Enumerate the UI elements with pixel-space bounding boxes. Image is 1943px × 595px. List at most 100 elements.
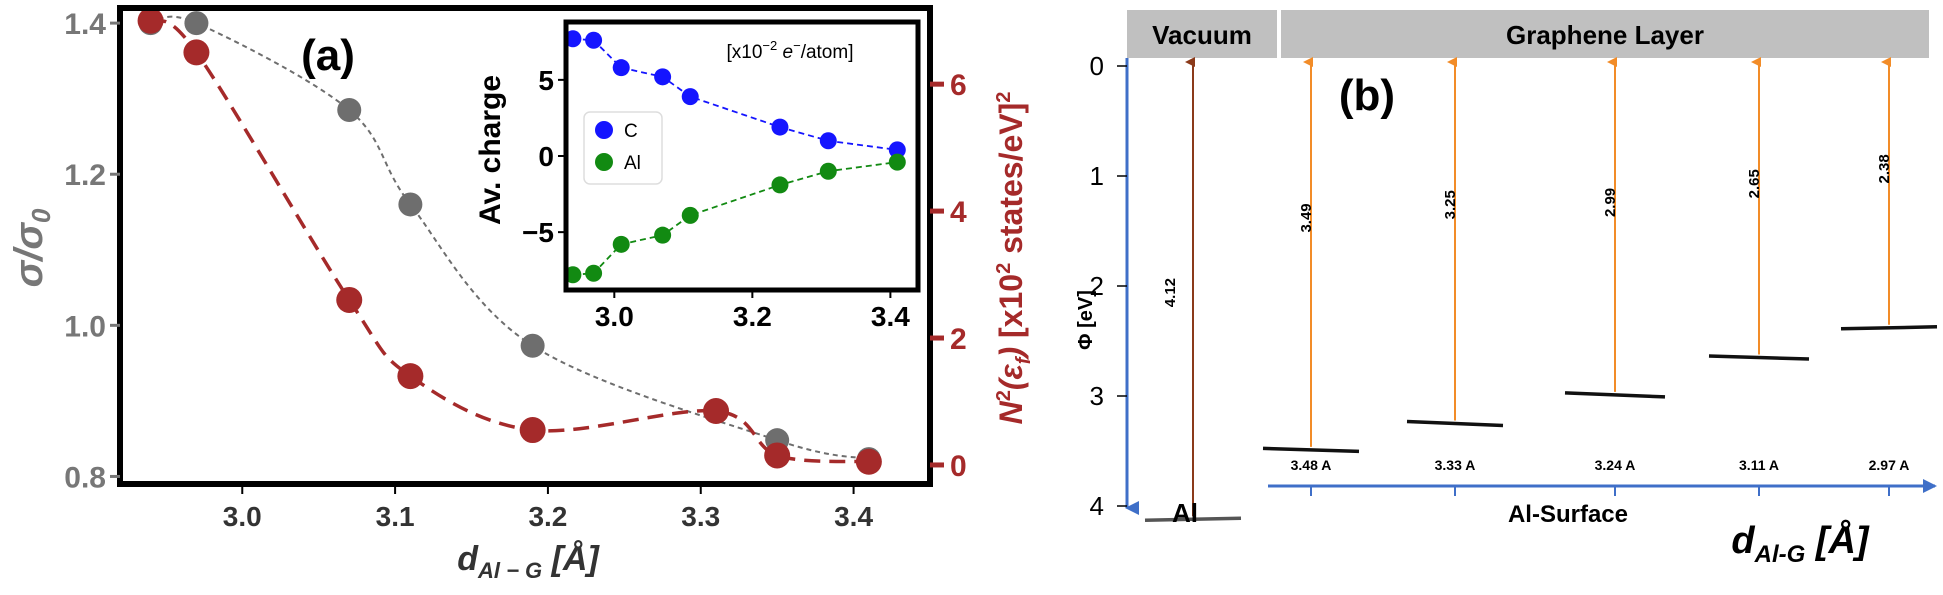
work-function-label: 2.65 <box>1746 169 1763 198</box>
distance-label: 3.48 A <box>1291 457 1332 473</box>
red-data-point <box>703 398 730 425</box>
red-data-point <box>183 39 210 66</box>
panel-b: Vacuum Graphene Layer 0 1 2 3 4 3.48 A 3.33 A… <box>1075 10 1938 568</box>
inset-c-point <box>654 68 672 86</box>
work-function-label: 3.49 <box>1298 203 1315 232</box>
main-axes-frame <box>117 5 933 487</box>
al-surface-label: Al-Surface <box>1508 501 1628 528</box>
fermi-level-bar <box>1262 446 1360 454</box>
red-data-point <box>397 363 424 390</box>
inset-al-point <box>771 176 789 194</box>
inset-y-tick-label: 5 <box>538 65 554 96</box>
inset-y-axis-label: Av. charge <box>474 75 507 225</box>
main-x-tick-label: 3.4 <box>834 501 873 532</box>
fermi-level-bar <box>1564 391 1666 399</box>
inset-y-tick-label: 0 <box>538 141 554 172</box>
inset-c-point <box>771 118 789 136</box>
distance-label: 2.97 A <box>1869 457 1910 473</box>
main-y-right-tick-label: 4 <box>950 196 967 229</box>
main-x-tick-label: 3.1 <box>376 501 415 532</box>
red-data-point <box>137 7 164 34</box>
phi-axis-tick-label: 0 <box>1090 51 1104 81</box>
inset-c-point <box>564 30 582 48</box>
main-gray-fit-curve <box>150 15 870 461</box>
distance-axis-ticks: 3.48 A 3.33 A 3.24 A 3.11 A 2.97 A <box>1291 457 1910 496</box>
phi-axis-label: Φ [eV] <box>1075 290 1097 350</box>
panel-a: 3.0 3.1 3.2 3.3 3.4 0.8 1.0 1.2 1.4 0 2 4 6 (a) dA… <box>7 5 1035 583</box>
inset-y-tick-label: −5 <box>522 217 554 248</box>
gray-data-point <box>520 333 545 358</box>
legend-c-label: C <box>624 121 638 142</box>
red-data-point <box>855 448 882 475</box>
main-x-ticks: 3.0 3.1 3.2 3.3 3.4 <box>223 484 873 532</box>
distance-label: 3.11 A <box>1739 457 1779 473</box>
main-y-right-tick-label: 6 <box>950 69 967 102</box>
phi-axis-ticks: 0 1 2 3 4 <box>1090 51 1127 521</box>
inset-unit-annotation: [x10−2 e−/atom] <box>726 38 853 63</box>
vacuum-header <box>1127 10 1277 58</box>
main-y-left-tick-label: 1.4 <box>64 8 106 41</box>
red-data-point <box>519 417 546 444</box>
main-x-tick-label: 3.2 <box>528 501 567 532</box>
legend-al-label: Al <box>624 153 641 174</box>
legend-c-marker <box>595 121 613 139</box>
graphene-header <box>1281 10 1929 58</box>
main-y-right-tick-label: 2 <box>950 323 967 356</box>
inset-c-point <box>681 88 699 106</box>
main-y-left-axis-label: σ/σ0 <box>7 208 56 287</box>
inset-x-tick-label: 3.4 <box>871 301 910 332</box>
al-label: Al <box>1172 498 1198 528</box>
work-function-label: 2.99 <box>1602 188 1619 217</box>
main-x-tick-label: 3.3 <box>681 501 720 532</box>
inset-x-tick-label: 3.2 <box>733 301 772 332</box>
fermi-level-bar <box>1406 419 1504 428</box>
distance-label: 3.24 A <box>1595 457 1636 473</box>
phi-axis-tick-label: 2 <box>1090 271 1104 301</box>
distance-label: 3.33 A <box>1435 457 1476 473</box>
work-function-label: 4.12 <box>1162 278 1179 307</box>
main-y-right-tick-label: 0 <box>950 450 967 483</box>
gray-data-point <box>184 11 209 36</box>
work-function-label: 3.25 <box>1442 190 1459 219</box>
red-data-point <box>336 286 363 313</box>
red-data-point <box>764 442 791 469</box>
inset-c-point <box>888 141 906 159</box>
inset-c-point <box>612 59 630 77</box>
panel-b-x-axis-label: dAl-G [Å] <box>1731 519 1870 568</box>
work-function-levels: 4.12 3.49 3.25 2.99 2.65 2.38 <box>1144 57 1938 522</box>
fermi-level-bar <box>1144 516 1242 522</box>
fermi-level-bar <box>1708 354 1810 361</box>
main-y-left-ticks: 0.8 1.0 1.2 1.4 <box>64 8 120 494</box>
main-y-left-tick-label: 1.0 <box>64 310 106 343</box>
fermi-level-bar <box>1840 325 1938 331</box>
phi-axis-tick-label: 4 <box>1090 491 1104 521</box>
inset-al-point <box>564 266 582 284</box>
phi-axis-tick-label: 1 <box>1090 161 1104 191</box>
inset-al-point <box>585 264 603 282</box>
inset-x-ticks: 3.0 3.2 3.4 <box>595 290 910 332</box>
inset-legend: C Al <box>583 111 663 185</box>
inset-al-series <box>564 153 906 284</box>
panel-a-label: (a) <box>301 31 355 80</box>
main-y-right-axis-label: N2(εf) [x102 states/eV]2 <box>993 92 1035 425</box>
main-red-series <box>137 7 882 475</box>
legend-al-marker <box>595 153 613 171</box>
inset-legend-box <box>583 111 663 185</box>
inset-y-ticks: −5 0 5 <box>522 65 566 248</box>
inset-al-point <box>654 226 672 244</box>
gray-data-point <box>398 192 423 217</box>
main-x-tick-label: 3.0 <box>223 501 262 532</box>
vacuum-header-label: Vacuum <box>1152 20 1252 50</box>
inset-al-point <box>612 235 630 253</box>
main-red-fit-curve <box>149 19 870 464</box>
inset-al-point <box>819 162 837 180</box>
inset-c-point <box>585 31 603 49</box>
gray-data-point <box>337 98 362 122</box>
phi-axis-tick-label: 3 <box>1090 381 1104 411</box>
inset-c-series <box>564 30 906 159</box>
main-y-left-tick-label: 1.2 <box>64 159 106 192</box>
inset-x-tick-label: 3.0 <box>595 301 634 332</box>
main-y-left-tick-label: 0.8 <box>64 461 106 494</box>
panel-b-label: (b) <box>1339 71 1395 120</box>
